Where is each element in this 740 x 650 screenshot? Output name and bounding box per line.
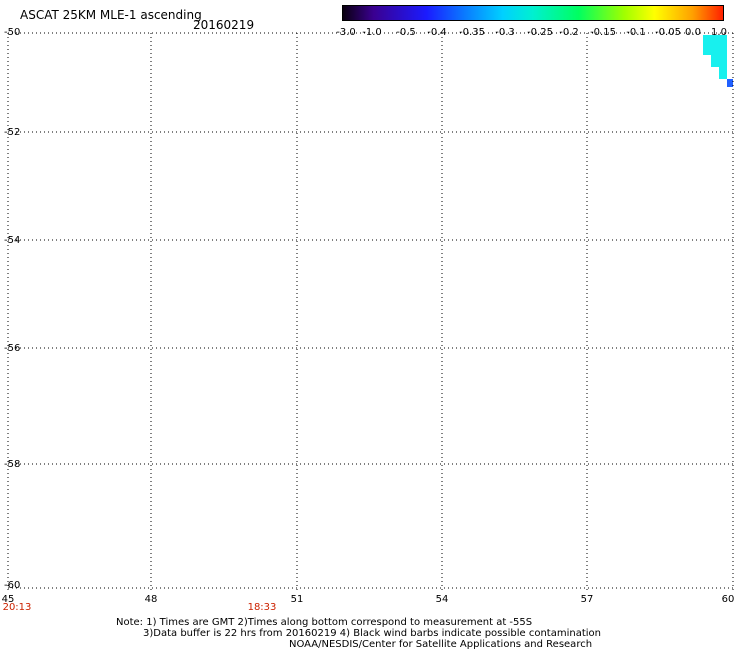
- corner-cell: [711, 55, 727, 67]
- time-label: 18:33: [247, 602, 277, 613]
- swath-yellow-region: [80, 240, 310, 350]
- y-tick-label: -50: [4, 27, 21, 38]
- note-line: Note: 1) Times are GMT 2)Times along bot…: [116, 617, 533, 628]
- title: ASCAT 25KM MLE-1 ascending: [20, 8, 202, 22]
- swath-orange-region: [135, 35, 225, 105]
- corner-cell: [719, 67, 727, 79]
- grid: [7, 32, 734, 590]
- colorbar-tick: 1.0: [711, 27, 727, 38]
- swath-cyan-region: [230, 560, 418, 590]
- colorbar-tick: -3.0: [336, 27, 356, 38]
- swath-orange-region: [255, 262, 308, 342]
- x-tick-label: 54: [435, 594, 449, 605]
- x-tick-label: 57: [580, 594, 594, 605]
- y-tick-label: -54: [4, 235, 21, 246]
- time-label: 20:13: [2, 602, 32, 613]
- swath-yellowgreen-region: [60, 340, 130, 400]
- y-tick-label: -58: [4, 459, 21, 470]
- swath-cyan-region: [8, 200, 60, 400]
- x-tick-label: 48: [144, 594, 158, 605]
- date-label: 20160219: [193, 18, 255, 32]
- color-scale-bar: [342, 5, 724, 21]
- note-line: NOAA/NESDIS/Center for Satellite Applica…: [289, 639, 593, 650]
- colorbar-tick: -0.5: [396, 27, 416, 38]
- x-tick-label: 51: [290, 594, 304, 605]
- corner-cell: [727, 79, 733, 87]
- y-tick-label: -52: [4, 127, 21, 138]
- data-swath-corner: [703, 35, 733, 87]
- data-swath: [8, 33, 418, 590]
- x-tick-label: 45: [1, 594, 15, 605]
- corner-cell: [703, 35, 727, 55]
- note-line: 3)Data buffer is 22 hrs from 20160219 4)…: [143, 628, 601, 639]
- y-tick-label: -60: [4, 580, 21, 591]
- swath-orange-region: [215, 372, 275, 415]
- x-tick-label: 60: [721, 594, 735, 605]
- colorbar-tick: -0.15: [590, 27, 616, 38]
- y-tick-label: -56: [4, 343, 21, 354]
